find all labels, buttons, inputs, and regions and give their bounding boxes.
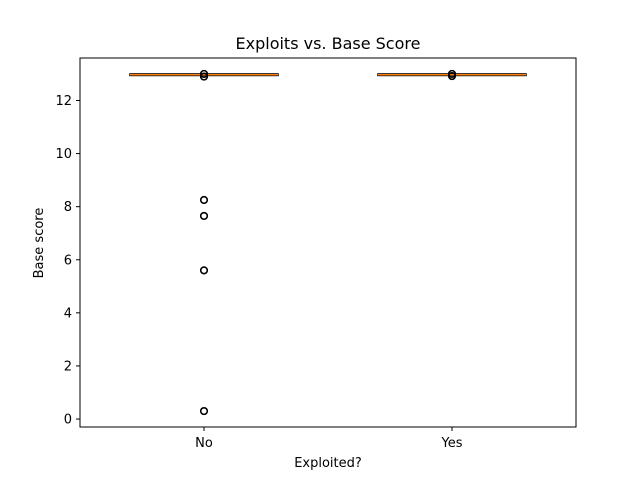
x-tick-label: No xyxy=(195,436,213,451)
plot-frame xyxy=(79,57,577,428)
outlier-point xyxy=(447,69,457,79)
y-tick-label: 10 xyxy=(55,147,72,162)
box-yes xyxy=(377,69,527,81)
y-tick-label: 8 xyxy=(64,200,72,215)
outlier-point xyxy=(199,195,209,205)
outlier-point xyxy=(199,266,209,275)
outlier-point xyxy=(199,69,209,79)
box-no xyxy=(129,69,279,416)
y-tick-label: 12 xyxy=(55,94,72,109)
outlier-point xyxy=(199,406,209,416)
y-tick-label: 0 xyxy=(64,413,72,428)
y-tick-label: 6 xyxy=(64,253,72,268)
x-axis-label: Exploited? xyxy=(294,456,362,471)
x-tick-label: Yes xyxy=(441,436,463,451)
y-tick-label: 4 xyxy=(64,306,72,321)
outlier-point xyxy=(199,72,209,81)
chart-title: Exploits vs. Base Score xyxy=(236,34,421,53)
outlier-point xyxy=(199,211,209,221)
y-tick-label: 2 xyxy=(64,359,72,374)
y-axis-label: Base score xyxy=(32,208,47,279)
plot-area: 0 2 4 6 8 10 12 No Yes xyxy=(55,57,577,451)
